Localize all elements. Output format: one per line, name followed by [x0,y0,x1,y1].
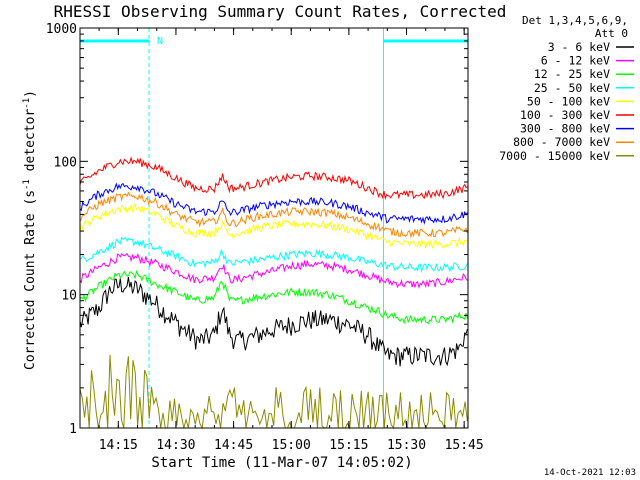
x-tick-label: 14:30 [156,438,195,453]
series-line-50-100-kev [79,202,468,249]
legend-header: Det 1,3,4,5,6,9, [522,14,628,27]
legend-header: Att 0 [595,27,628,40]
legend-label: 100 - 300 keV [520,108,610,122]
x-tick-label: 15:30 [387,438,426,453]
y-tick-label: 10 [61,289,77,304]
legend-label: 6 - 12 keV [541,54,610,68]
legend-label: 25 - 50 keV [534,81,610,95]
series-line-100-300-kev [79,156,468,201]
legend-label: 12 - 25 keV [534,67,610,81]
legend-label: 50 - 100 keV [527,94,610,108]
x-tick-label: 14:15 [99,438,138,453]
chart-title: RHESSI Observing Summary Count Rates, Co… [54,2,507,21]
timestamp: 14-Oct-2021 12:03 [544,468,636,478]
saa-flag-label: N [157,36,163,47]
x-tick-label: 14:45 [214,438,253,453]
y-tick-label: 100 [54,155,77,170]
x-tick-label: 15:45 [445,438,484,453]
series-line-300-800-kev [79,182,468,225]
legend-label: 800 - 7000 keV [513,135,610,149]
series-line-25-50-kev [79,236,468,273]
y-axis-label: Corrected Count Rate (s-1 detector-1) [22,90,38,370]
x-tick-label: 15:00 [272,438,311,453]
y-tick-label: 1 [69,422,77,437]
series-line-12-25-kev [79,269,468,325]
x-tick-label: 15:15 [329,438,368,453]
y-tick-label: 1000 [46,22,77,37]
legend-label: 7000 - 15000 keV [499,149,610,163]
plot-frame [79,27,469,429]
legend-label: 3 - 6 keV [548,40,610,54]
x-axis-label: Start Time (11-Mar-07 14:05:02) [151,455,412,471]
series-line-7000-15000-kev [79,354,468,430]
series-line-6-12-kev [79,252,468,289]
series-line-3-6-kev [79,277,468,367]
series-line-800-7000-kev [79,191,468,239]
legend-label: 300 - 800 keV [520,122,610,136]
